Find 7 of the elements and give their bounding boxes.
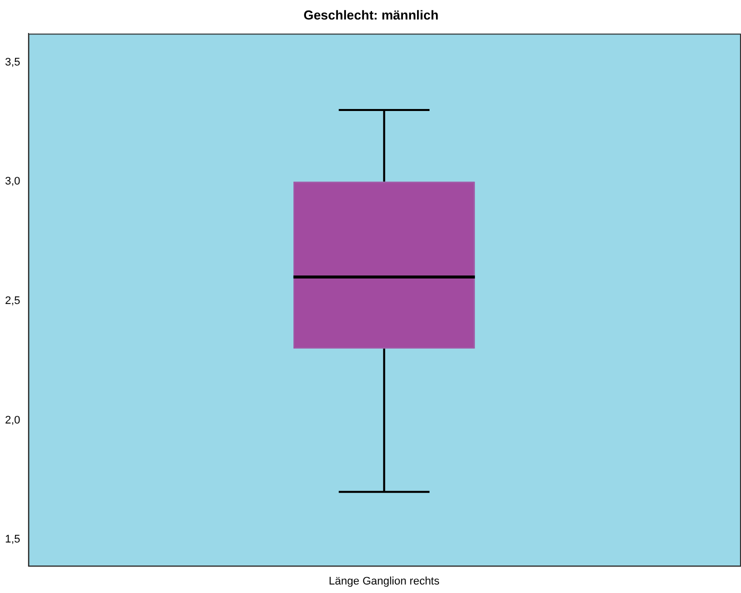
y-tick-label: 2,0 xyxy=(4,414,20,426)
y-tick-label: 3,5 xyxy=(4,56,20,68)
y-tick-label: 1,5 xyxy=(4,534,20,546)
chart-title: Geschlecht: männlich xyxy=(303,7,439,22)
y-tick-label: 2,5 xyxy=(4,294,20,307)
y-tick-label: 3,0 xyxy=(4,176,20,188)
x-tick-label: Länge Ganglion rechts xyxy=(328,575,440,588)
